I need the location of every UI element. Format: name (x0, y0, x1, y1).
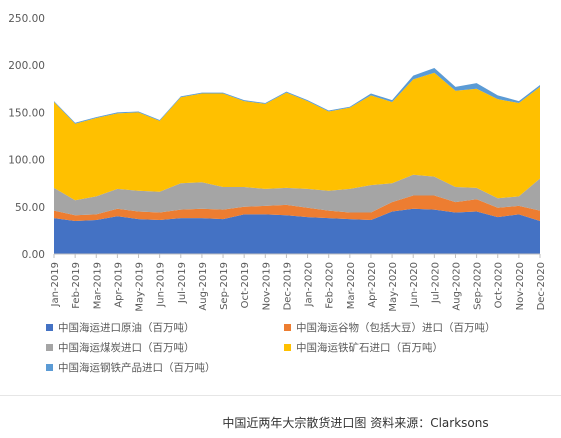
stacked-area-chart: 0.00 50.00 100.00 150.00 200.00 250.00 Jan-20… (8, 13, 547, 312)
legend-item-iron-ore: 中国海运铁矿石进口（百万吨） (284, 340, 443, 355)
y-tick-label: 200.00 (8, 60, 45, 72)
x-tick-label: Oct-2020 (494, 262, 505, 308)
area-grain (54, 195, 540, 221)
area-steel (54, 68, 540, 124)
legend-item-steel: 中国海运钢铁产品进口（百万吨） (46, 360, 216, 375)
x-tick-label: Sep-2019 (219, 262, 230, 310)
x-tick-label: Oct-2019 (240, 262, 251, 308)
x-tick-label: Mar-2019 (92, 262, 103, 309)
legend-swatch (46, 344, 53, 351)
x-tick-label: Feb-2019 (71, 262, 82, 309)
x-tick-label: Nov-2020 (515, 262, 526, 310)
x-tick-label: Dec-2020 (536, 262, 547, 310)
x-tick-label: Aug-2019 (198, 262, 209, 311)
x-tick-label: Jul-2020 (430, 262, 441, 304)
y-axis: 0.00 50.00 100.00 150.00 200.00 250.00 (8, 13, 45, 261)
x-tick-label: Sep-2020 (473, 262, 484, 310)
x-tick-label: Jun-2019 (156, 262, 167, 308)
legend-swatch (46, 364, 53, 371)
y-tick-label: 250.00 (8, 13, 45, 25)
legend-swatch (284, 344, 291, 351)
legend-item-coal: 中国海运煤炭进口（百万吨） (46, 340, 195, 355)
x-tick-label: Mar-2020 (346, 262, 357, 309)
legend-label: 中国海运谷物（包括大豆）进口（百万吨） (296, 322, 496, 334)
x-tick-label: Jan-2020 (304, 262, 315, 307)
x-tick-label: Jan-2019 (50, 262, 61, 307)
x-tick-label: May-2019 (135, 262, 146, 312)
legend-swatch (284, 324, 291, 331)
legend-label: 中国海运煤炭进口（百万吨） (58, 342, 195, 354)
area-iron-ore (54, 72, 540, 201)
area-coal (54, 174, 540, 216)
x-tick-label: May-2020 (388, 262, 399, 312)
figure-caption: 中国近两年大宗散货进口图 资料来源：Clarksons (222, 416, 489, 430)
legend-label: 中国海运铁矿石进口（百万吨） (296, 342, 443, 354)
legend-item-crude-oil: 中国海运进口原油（百万吨） (46, 320, 195, 335)
x-tick-label: Aug-2020 (451, 262, 462, 311)
area-crude-oil (54, 208, 540, 254)
x-tick-label: Dec-2019 (282, 262, 293, 310)
legend-label: 中国海运钢铁产品进口（百万吨） (58, 362, 216, 374)
legend-swatch (46, 324, 53, 331)
legend-item-grain: 中国海运谷物（包括大豆）进口（百万吨） (284, 320, 496, 335)
x-tick-label: Jun-2020 (409, 262, 420, 308)
legend-label: 中国海运进口原油（百万吨） (58, 322, 195, 334)
x-tick-label: Feb-2020 (325, 262, 336, 309)
chart-panel: 0.00 50.00 100.00 150.00 200.00 250.00 Jan-20… (0, 13, 561, 396)
y-tick-label: 150.00 (8, 107, 45, 119)
x-tick-label: Jul-2019 (177, 262, 188, 304)
y-tick-label: 100.00 (8, 155, 45, 167)
y-tick-label: 50.00 (15, 202, 45, 214)
x-tick-label: Apr-2019 (113, 262, 124, 308)
x-tick-label: Apr-2020 (367, 262, 378, 308)
x-axis: Jan-2019 Feb-2019 Mar-2019 Apr-2019 May-2019… (50, 253, 547, 312)
area-series-group (54, 68, 540, 254)
x-tick-label: Nov-2019 (261, 262, 272, 310)
y-tick-label: 0.00 (22, 249, 45, 261)
